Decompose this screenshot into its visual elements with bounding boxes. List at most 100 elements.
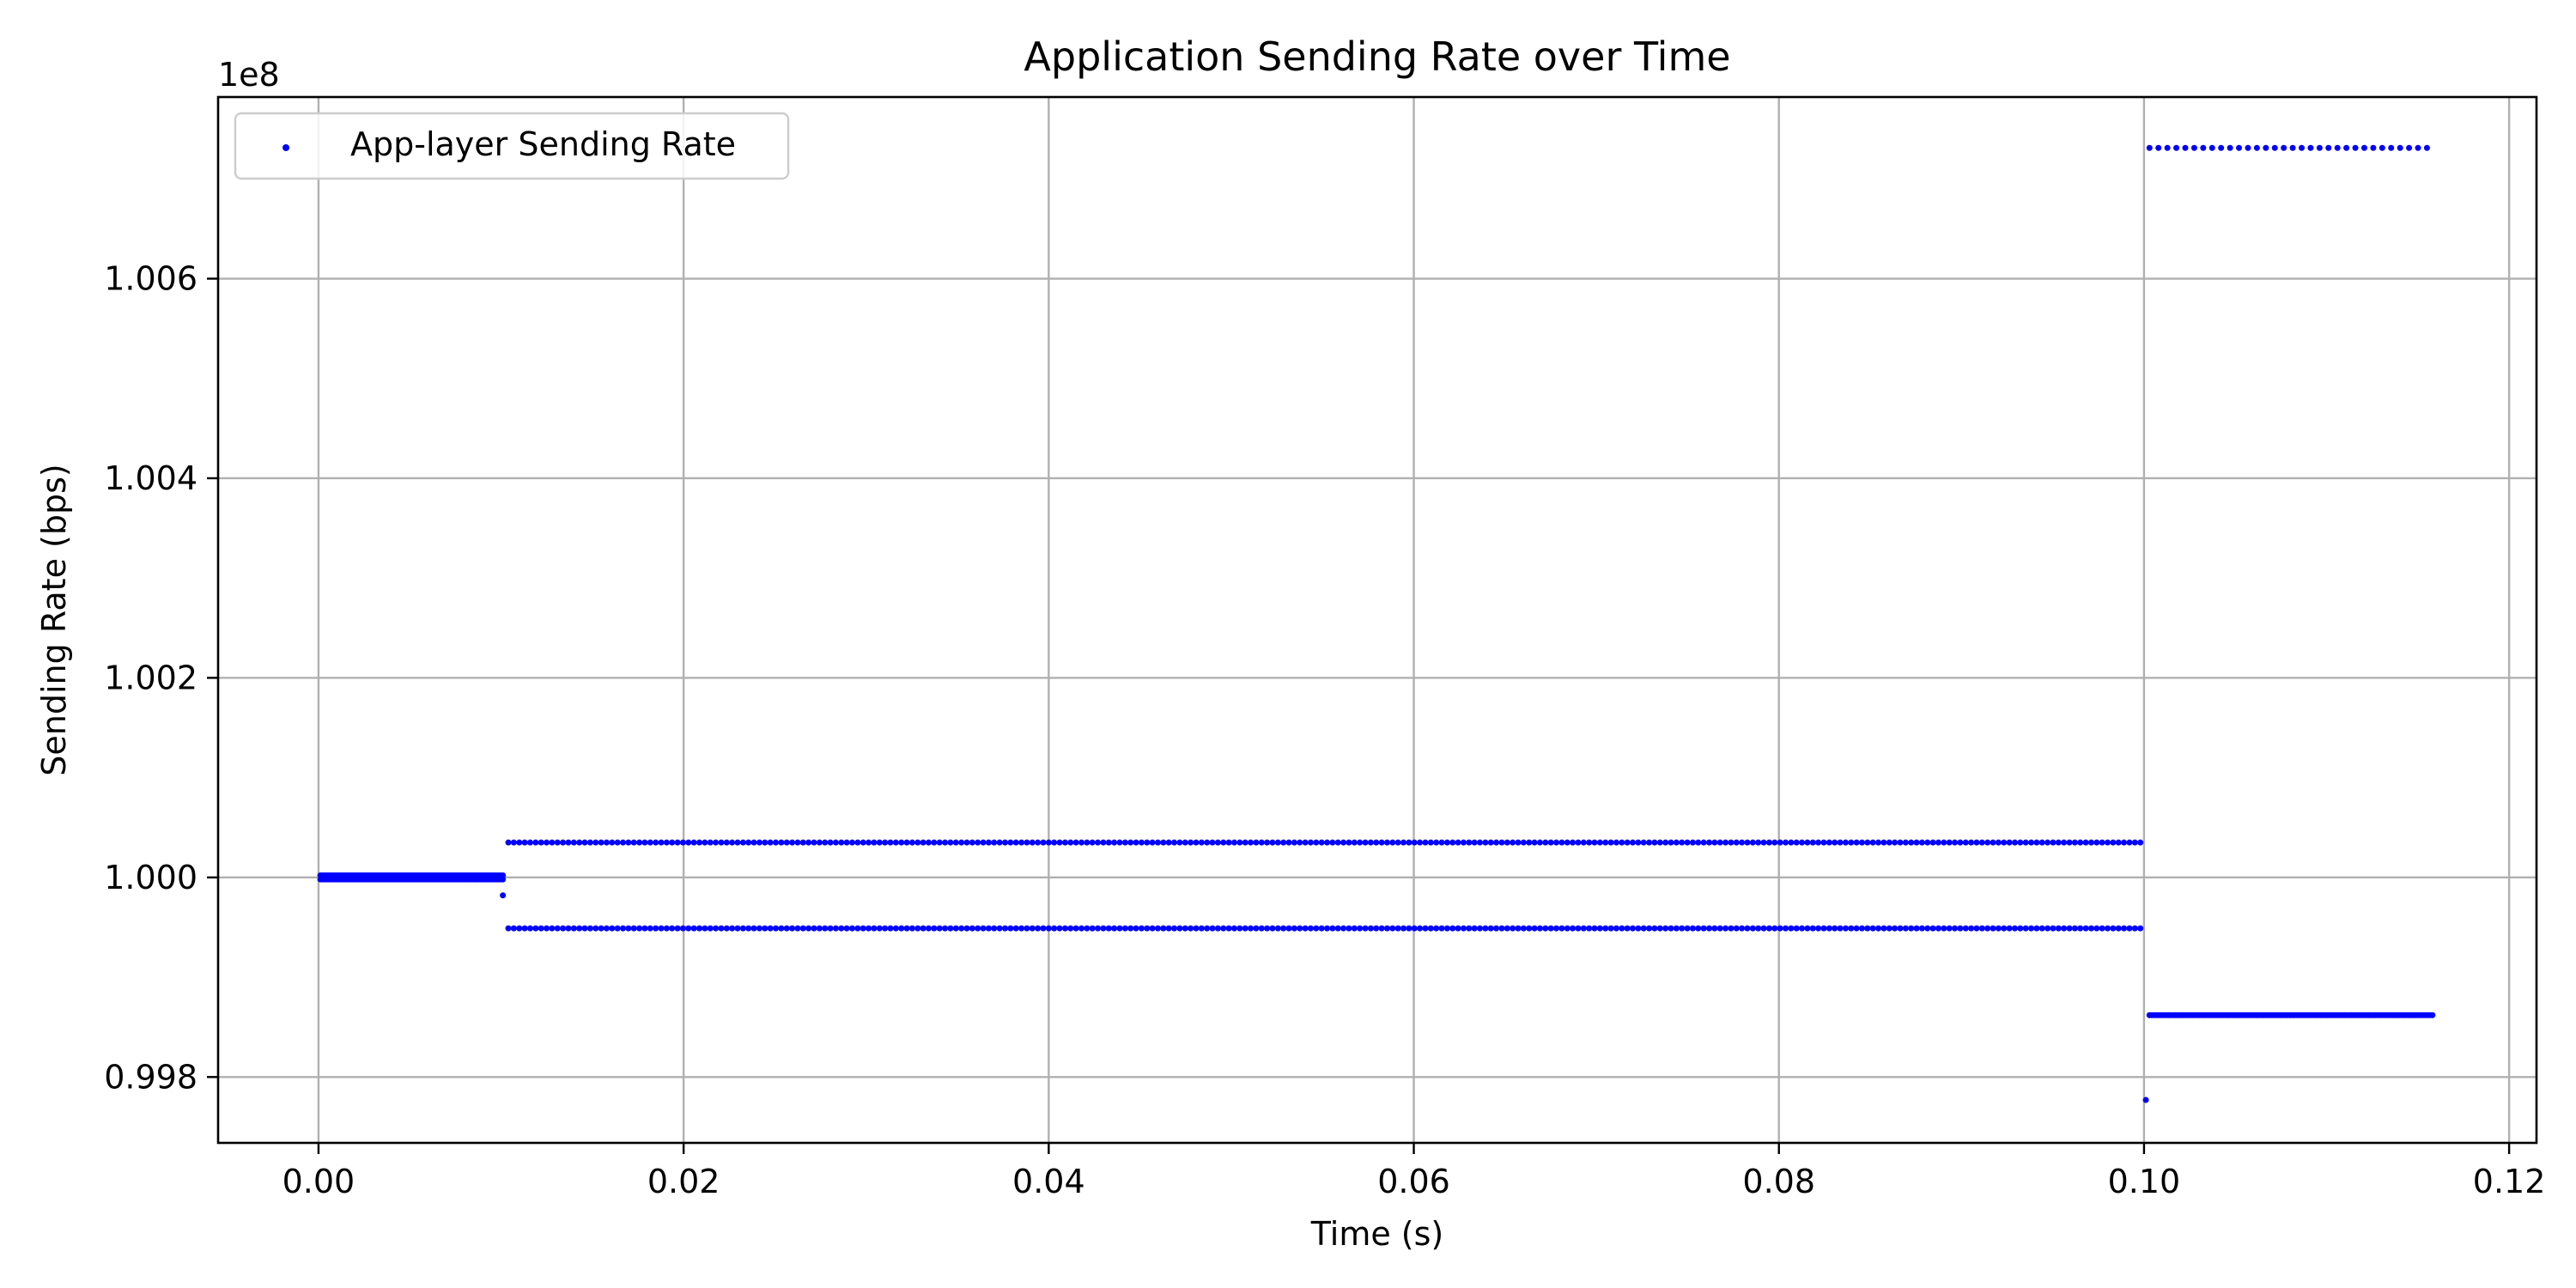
data-point (1248, 839, 1255, 846)
data-point (2126, 925, 2133, 932)
data-point (1651, 839, 1658, 846)
data-point (1324, 925, 1331, 932)
data-point (581, 839, 588, 846)
data-point (1089, 839, 1096, 846)
data-point (2055, 925, 2062, 932)
data-point (2146, 144, 2153, 151)
data-point (560, 925, 567, 932)
data-point (778, 839, 785, 846)
data-point (1280, 925, 1287, 932)
data-point (783, 925, 790, 932)
data-point (1755, 925, 1762, 932)
data-point (1684, 925, 1691, 932)
data-point (2077, 839, 2084, 846)
data-point (669, 925, 676, 932)
data-point (947, 925, 954, 932)
data-point (1908, 839, 1915, 846)
data-point (2061, 839, 2068, 846)
data-point (920, 925, 927, 932)
data-point (2038, 925, 2045, 932)
data-point (2017, 839, 2024, 846)
data-point (1089, 925, 1096, 932)
data-point (1318, 839, 1325, 846)
data-point (1504, 839, 1510, 846)
data-point (2044, 839, 2051, 846)
legend-label: App-layer Sending Rate (350, 125, 736, 163)
data-point (1929, 839, 1936, 846)
data-point (2077, 925, 2084, 932)
data-point (1765, 839, 1772, 846)
data-point (549, 839, 556, 846)
data-point (1596, 839, 1603, 846)
data-point (1924, 839, 1931, 846)
data-point (2200, 144, 2207, 151)
data-point (2190, 144, 2197, 151)
data-point (1689, 839, 1696, 846)
data-point (1596, 925, 1603, 932)
data-point (882, 839, 889, 846)
data-point (1640, 925, 1647, 932)
data-point (750, 839, 757, 846)
data-point (1984, 839, 1991, 846)
data-point (614, 839, 621, 846)
data-point (1264, 839, 1271, 846)
data-point (1024, 839, 1030, 846)
data-point (1613, 839, 1619, 846)
data-point (1558, 839, 1565, 846)
data-point (1728, 925, 1735, 932)
data-point (1242, 925, 1249, 932)
data-point (1793, 839, 1800, 846)
data-point (2115, 839, 2122, 846)
data-point (1209, 925, 1216, 932)
data-point (1236, 839, 1243, 846)
data-point (805, 925, 812, 932)
data-point (1782, 839, 1789, 846)
data-point (1133, 925, 1139, 932)
data-point (516, 925, 523, 932)
data-point (991, 839, 998, 846)
legend-box (234, 112, 790, 180)
data-point (1957, 925, 1964, 932)
data-point (1449, 839, 1456, 846)
data-point (1422, 839, 1429, 846)
data-point (603, 839, 610, 846)
data-point (1084, 925, 1091, 932)
data-point (822, 925, 829, 932)
data-point (679, 839, 686, 846)
data-point (1968, 925, 1975, 932)
data-point (2110, 925, 2117, 932)
data-point (2099, 839, 2105, 846)
data-point (762, 839, 769, 846)
data-point (713, 839, 720, 846)
x-axis-ticks: 0.00 0.02 0.04 0.06 0.08 0.10 0.12 (283, 1143, 2545, 1200)
data-point (827, 839, 834, 846)
data-point (1455, 839, 1461, 846)
data-point (969, 925, 975, 932)
data-point (1045, 839, 1052, 846)
data-point (1668, 925, 1674, 932)
data-point (570, 839, 577, 846)
data-point (702, 839, 708, 846)
data-point (1285, 839, 1292, 846)
data-point (1220, 925, 1227, 932)
data-point (2105, 925, 2111, 932)
data-point (1607, 925, 1614, 932)
data-point (860, 839, 866, 846)
data-point (2316, 144, 2323, 151)
x-tick-label: 0.04 (1012, 1163, 1085, 1200)
data-point (538, 925, 544, 932)
data-point (1242, 839, 1249, 846)
data-point (1051, 839, 1058, 846)
data-point (1443, 925, 1450, 932)
data-point (620, 839, 627, 846)
data-point (2066, 839, 2073, 846)
data-point (1035, 839, 1042, 846)
x-tick-label: 0.08 (1742, 1163, 1815, 1200)
data-point (1357, 839, 1364, 846)
data-point (1040, 839, 1047, 846)
data-point (854, 925, 861, 932)
data-point (898, 839, 905, 846)
data-point (789, 925, 796, 932)
data-point (630, 839, 637, 846)
data-point (2071, 925, 2078, 932)
